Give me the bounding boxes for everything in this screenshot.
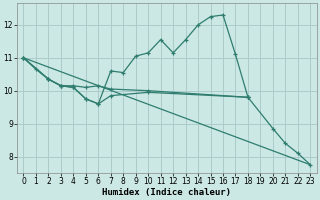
X-axis label: Humidex (Indice chaleur): Humidex (Indice chaleur) [102, 188, 231, 197]
